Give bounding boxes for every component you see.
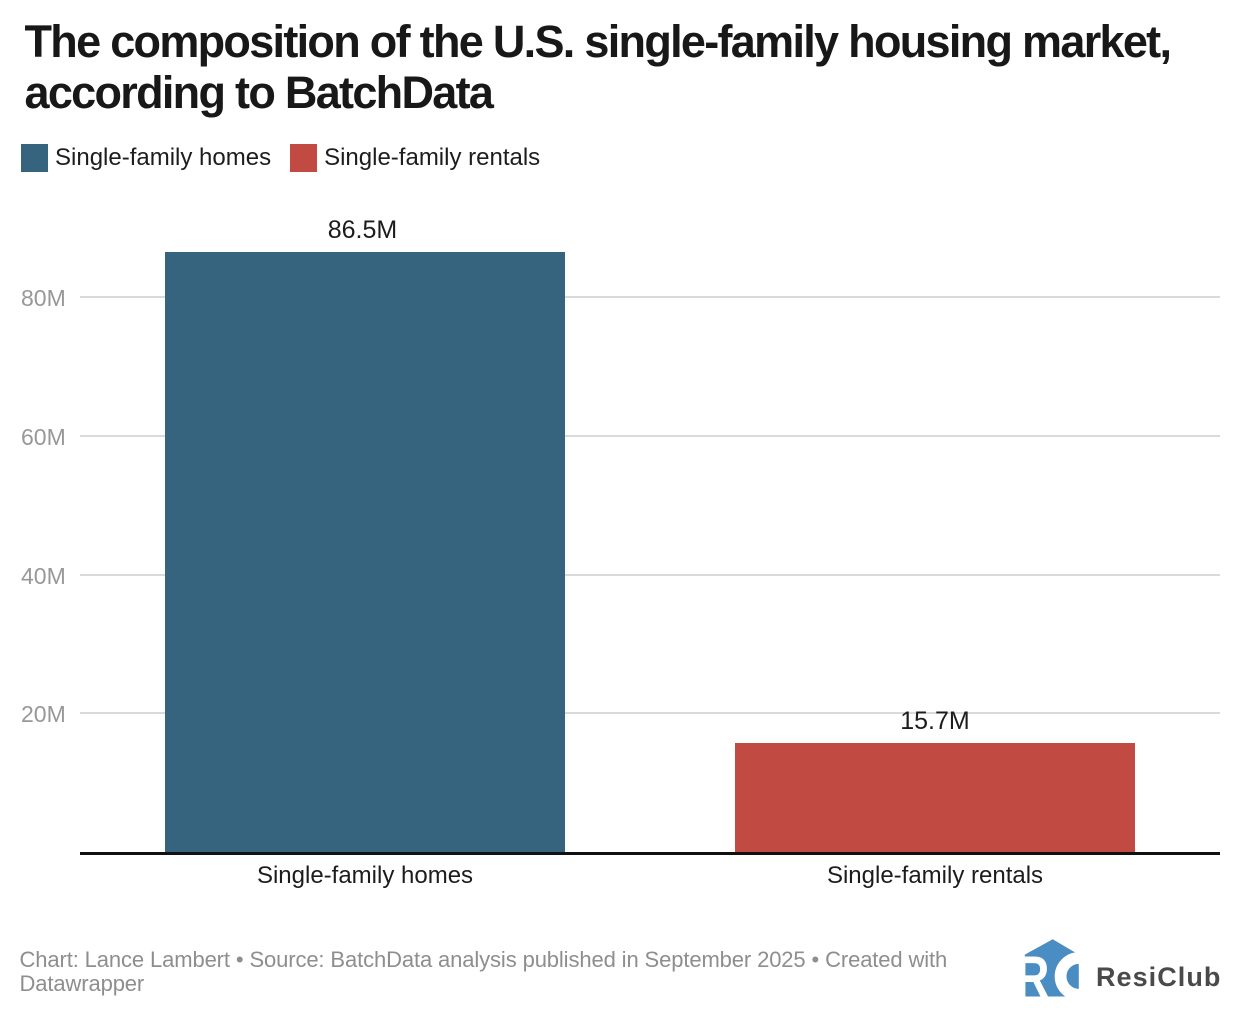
svg-text:ResiClub: ResiClub xyxy=(1096,962,1221,992)
